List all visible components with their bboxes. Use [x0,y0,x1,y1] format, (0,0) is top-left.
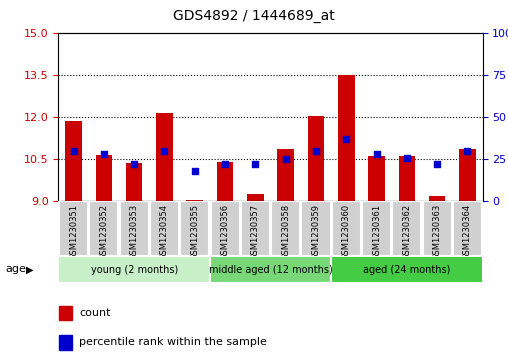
Point [342,136,351,142]
Bar [247,195,264,201]
Point [403,155,411,160]
Bar [156,113,173,201]
FancyBboxPatch shape [150,201,179,256]
Text: GSM1230353: GSM1230353 [130,204,139,260]
Point [70,148,78,154]
FancyBboxPatch shape [58,256,210,282]
FancyBboxPatch shape [59,201,88,256]
Bar [59,306,72,320]
Text: GSM1230364: GSM1230364 [463,204,472,260]
Point [463,148,471,154]
Bar [277,150,294,201]
Text: GSM1230357: GSM1230357 [251,204,260,260]
Bar [217,162,233,201]
Bar [308,116,324,201]
FancyBboxPatch shape [241,201,270,256]
Bar [96,155,112,201]
Point [433,162,441,167]
Bar [368,156,385,201]
FancyBboxPatch shape [331,256,483,282]
Text: GSM1230352: GSM1230352 [100,204,108,260]
FancyBboxPatch shape [271,201,300,256]
Text: GSM1230359: GSM1230359 [311,204,321,260]
Point [221,162,229,167]
Point [251,162,260,167]
Text: count: count [79,308,111,318]
FancyBboxPatch shape [89,201,118,256]
Bar [398,156,415,201]
Text: GSM1230354: GSM1230354 [160,204,169,260]
Text: middle aged (12 months): middle aged (12 months) [209,265,332,274]
Bar [338,76,355,201]
FancyBboxPatch shape [332,201,361,256]
Text: GDS4892 / 1444689_at: GDS4892 / 1444689_at [173,9,335,23]
Text: age: age [5,264,26,274]
FancyBboxPatch shape [119,201,149,256]
Bar [459,150,476,201]
Point [161,148,169,154]
Text: young (2 months): young (2 months) [90,265,178,274]
Bar [65,121,82,201]
Point [281,156,290,162]
Text: GSM1230360: GSM1230360 [342,204,351,260]
Bar [186,200,203,201]
Text: GSM1230362: GSM1230362 [402,204,411,260]
Text: ▶: ▶ [26,264,34,274]
Text: GSM1230351: GSM1230351 [69,204,78,260]
Point [190,168,199,174]
FancyBboxPatch shape [453,201,482,256]
Point [100,151,108,157]
Text: GSM1230356: GSM1230356 [220,204,230,260]
Text: GSM1230363: GSM1230363 [433,204,441,260]
Point [372,151,380,157]
Text: GSM1230358: GSM1230358 [281,204,290,260]
Point [312,148,320,154]
Text: GSM1230355: GSM1230355 [190,204,199,260]
FancyBboxPatch shape [180,201,209,256]
Bar [59,335,72,350]
FancyBboxPatch shape [301,201,331,256]
Bar [126,163,143,201]
Point [130,162,138,167]
FancyBboxPatch shape [423,201,452,256]
Text: aged (24 months): aged (24 months) [363,265,451,274]
FancyBboxPatch shape [210,201,240,256]
Text: percentile rank within the sample: percentile rank within the sample [79,337,267,347]
FancyBboxPatch shape [210,256,331,282]
Text: GSM1230361: GSM1230361 [372,204,381,260]
FancyBboxPatch shape [392,201,422,256]
FancyBboxPatch shape [362,201,391,256]
Bar [429,196,446,201]
